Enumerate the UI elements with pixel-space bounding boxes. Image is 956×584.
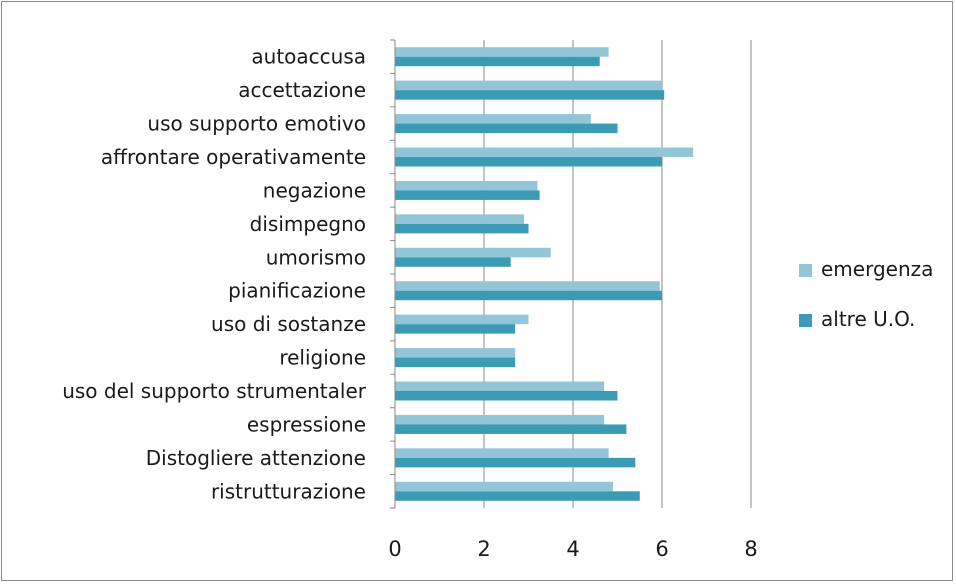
category-label: ristrutturazione: [211, 479, 366, 503]
category-label: affrontare operativamente: [101, 145, 366, 169]
bar-emergenza: [395, 381, 605, 391]
category-label: autoaccusa: [251, 45, 366, 69]
bar-emergenza: [395, 414, 605, 425]
category-label: religione: [279, 346, 366, 370]
legend-label: emergenza: [821, 257, 933, 281]
category-label: disimpegno: [250, 212, 366, 236]
category-label: pianificazione: [228, 279, 366, 303]
bar-altre-uo: [395, 190, 540, 200]
bar-altre-uo: [395, 257, 511, 267]
bar-altre-uo: [395, 457, 636, 468]
bar-emergenza: [395, 448, 609, 458]
category-label: Distogliere attenzione: [146, 446, 366, 470]
bar-altre-uo: [395, 90, 665, 100]
category-label: espressione: [247, 412, 366, 436]
x-tick-label: 6: [655, 537, 668, 561]
category-label: uso di sostanze: [211, 312, 366, 336]
legend-swatch: [799, 314, 812, 327]
bar-emergenza: [395, 80, 662, 91]
bar-altre-uo: [395, 424, 627, 434]
legend: emergenza altre U.O.: [799, 257, 933, 331]
bar-altre-uo: [395, 391, 618, 401]
bar-altre-uo: [395, 491, 640, 501]
bar-emergenza: [395, 47, 609, 57]
x-tick-label: 4: [566, 537, 579, 561]
bar-altre-uo: [395, 223, 529, 234]
legend-label: altre U.O.: [821, 307, 915, 331]
bar-emergenza: [395, 281, 660, 291]
x-tick-label: 2: [477, 537, 490, 561]
bar-emergenza: [395, 214, 525, 224]
x-tick-label: 8: [744, 537, 757, 561]
bar-altre-uo: [395, 157, 662, 167]
x-tick-labels: 0 2 4 6 8: [388, 537, 757, 561]
bar-emergenza: [395, 314, 529, 325]
legend-swatch: [799, 264, 812, 277]
gridlines: [483, 40, 752, 508]
bar-altre-uo: [395, 56, 600, 67]
bar-altre-uo: [395, 357, 516, 368]
bar-emergenza: [395, 147, 694, 157]
bar-emergenza: [395, 481, 614, 492]
bar-altre-uo: [395, 290, 662, 301]
bar-emergenza: [395, 114, 591, 124]
category-label: uso del supporto strumentaler: [62, 379, 367, 403]
bar-emergenza: [395, 348, 516, 358]
axes: [390, 39, 396, 509]
category-label: uso supporto emotivo: [147, 112, 366, 136]
bar-emergenza: [395, 247, 551, 258]
category-label: umorismo: [266, 245, 366, 269]
bar-altre-uo: [395, 324, 516, 334]
category-label: accettazione: [238, 78, 366, 102]
category-label: negazione: [263, 178, 366, 202]
bar-altre-uo: [395, 123, 618, 134]
bar-emergenza: [395, 180, 538, 191]
x-tick-label: 0: [388, 537, 401, 561]
category-labels: autoaccusa accettazione uso supporto emoti…: [62, 45, 367, 504]
bars: [395, 47, 694, 501]
